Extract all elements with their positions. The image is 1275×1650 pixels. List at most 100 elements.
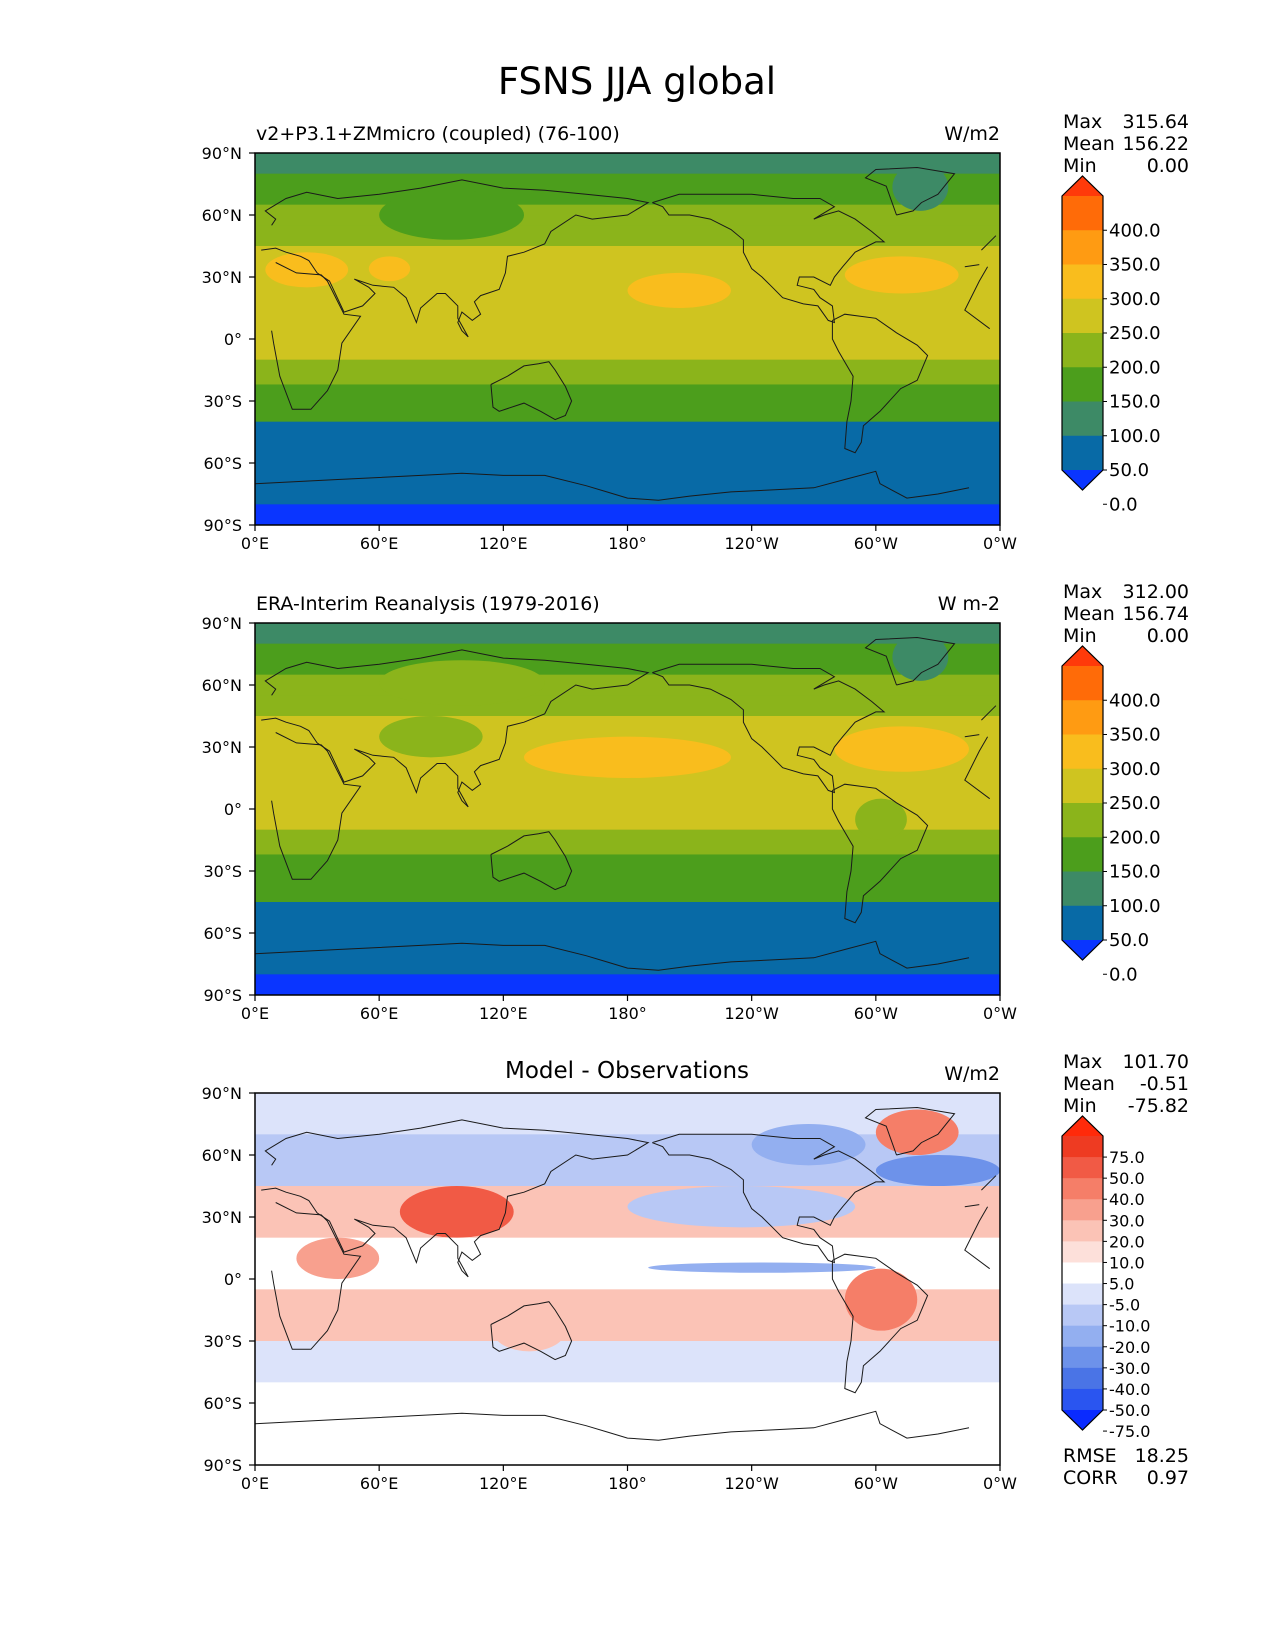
coastline [864, 166, 956, 216]
coastline [981, 235, 997, 251]
field-patch [627, 272, 731, 308]
panel-units: W/m2 [944, 1063, 1000, 1085]
metric-value: 18.25 [1135, 1445, 1189, 1467]
y-tick-label: 60°N [202, 1146, 242, 1165]
metrics-block: RMSE 18.25 CORR 0.97 [1063, 1445, 1189, 1489]
stat-value: -75.82 [1128, 1095, 1189, 1117]
x-tick-label: 0°E [241, 1474, 269, 1493]
y-tick-label: 90°N [202, 1084, 242, 1103]
metric-label: RMSE [1063, 1445, 1117, 1467]
y-tick-label: 30°N [202, 738, 242, 757]
coastline [261, 649, 650, 808]
field-band [255, 623, 1000, 645]
x-tick-label: 120°W [724, 1474, 779, 1493]
field-patch [265, 252, 349, 288]
colorbar-label: 300.0 [1109, 289, 1161, 310]
coastlines [255, 166, 997, 501]
field-patch [855, 798, 907, 840]
stats-block: Max 312.00 Mean 156.74 Min 0.00 [1063, 581, 1189, 647]
y-tick-label: 90°N [202, 144, 242, 163]
coastline [255, 1410, 970, 1441]
y-tick-label: 90°N [202, 614, 242, 633]
metric-label: CORR [1063, 1467, 1118, 1489]
field-patch [648, 1262, 876, 1273]
y-tick-label: 90°S [203, 1456, 242, 1475]
field-band [255, 1382, 1000, 1465]
colorbar-segment [1062, 871, 1103, 907]
field-band [255, 854, 1000, 876]
field-patch [834, 726, 969, 772]
colorbar-label: 250.0 [1109, 793, 1161, 814]
stat-label: Min [1063, 625, 1097, 647]
stat-value: 156.22 [1123, 133, 1189, 155]
field-patch [892, 633, 949, 681]
field-patch [379, 716, 483, 758]
colorbar-segment [1062, 1283, 1103, 1306]
colorbar-segment [1062, 768, 1103, 804]
coastline [981, 705, 997, 721]
field-patch [379, 660, 545, 706]
coastline [490, 831, 573, 891]
colorbar-segment [1062, 1367, 1103, 1390]
stat-label: Min [1063, 1095, 1097, 1117]
y-tick-label: 60°N [202, 676, 242, 695]
field-band [255, 225, 1000, 247]
field-patch [875, 1109, 959, 1156]
colorbar-segment [1062, 298, 1103, 334]
field-band [255, 643, 1000, 676]
field-band [255, 384, 1000, 406]
colorbar-label: 75.0 [1109, 1148, 1145, 1167]
colorbar-segment [1062, 1157, 1103, 1179]
colorbar-segment [1062, 700, 1103, 736]
coastline [831, 783, 929, 924]
colorbar-label: -30.0 [1109, 1359, 1150, 1378]
colorbar: 400.0 350.0 300.0 250.0 200.0 150.0 100.0 50.0 0… [1061, 645, 1161, 985]
colorbar: 400.0 350.0 300.0 250.0 200.0 150.0 100.0 50.0 0… [1061, 175, 1161, 515]
stat-value: 0.00 [1147, 155, 1189, 177]
map-panel-2: ERA-Interim Reanalysis (1979-2016) W m-2 9… [202, 581, 1189, 1023]
y-tick-label: 60°S [203, 924, 242, 943]
y-tick-label: 30°S [203, 1332, 242, 1351]
coastline [964, 734, 980, 738]
colorbar-label: 400.0 [1109, 690, 1161, 711]
map-panel-3: Model - Observations W/m2 90°N 60°N 30°N 0° 30… [202, 1051, 1189, 1493]
y-tick-label: 90°S [203, 986, 242, 1005]
colorbar-segment [1062, 1178, 1103, 1200]
y-tick-label: 0° [224, 1270, 242, 1289]
panel-units: W/m2 [944, 123, 1000, 145]
colorbar-segment [1062, 734, 1103, 770]
field-patch [524, 736, 731, 778]
stat-label: Max [1063, 1051, 1102, 1073]
colorbar-label: 100.0 [1109, 426, 1161, 447]
field-patch [379, 190, 525, 240]
colorbar-segment [1062, 1136, 1103, 1158]
y-tick-label: 0° [224, 800, 242, 819]
coastline [261, 1119, 650, 1278]
stat-value: 156.74 [1123, 603, 1189, 625]
colorbar-segment [1062, 367, 1103, 403]
colorbar-label: 150.0 [1109, 392, 1161, 413]
field-band [255, 1341, 1000, 1383]
x-tick-label: 60°W [854, 534, 898, 553]
map-field [255, 153, 1000, 525]
coastline [490, 361, 573, 421]
x-tick-label: 0°W [983, 1004, 1017, 1023]
x-tick-label: 0°W [983, 534, 1017, 553]
panel-title: v2+P3.1+ZMmicro (coupled) (76-100) [256, 123, 620, 145]
coastline [261, 179, 650, 338]
x-tick-label: 180° [608, 1474, 647, 1493]
coastline [964, 266, 990, 330]
field-band [255, 1134, 1000, 1187]
field-band [255, 1093, 1000, 1135]
y-tick-label: 30°S [203, 392, 242, 411]
colorbar-segment [1062, 666, 1103, 701]
coastline [964, 736, 990, 800]
y-tick-label: 60°S [203, 1394, 242, 1413]
panel-title: Model - Observations [505, 1058, 749, 1084]
colorbar-label: 10.0 [1109, 1253, 1145, 1272]
field-band [255, 359, 1000, 385]
colorbar-label: -10.0 [1109, 1317, 1150, 1336]
coastline [652, 1133, 886, 1264]
coastline [964, 1206, 990, 1270]
colorbar-segment [1062, 837, 1103, 873]
